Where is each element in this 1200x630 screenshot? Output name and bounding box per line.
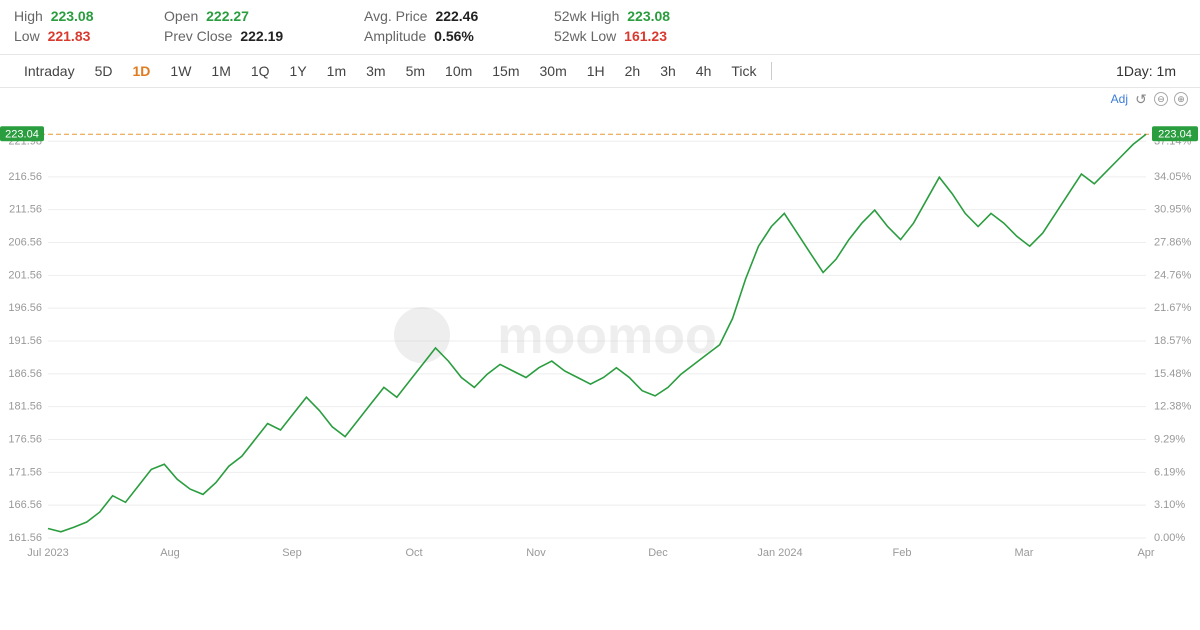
svg-text:Apr: Apr bbox=[1137, 547, 1154, 559]
undo-icon[interactable]: ↺ bbox=[1134, 92, 1148, 106]
timeframe-1h[interactable]: 1H bbox=[577, 61, 615, 81]
timeframe-bar: Intraday5D1D1W1M1Q1Y1m3m5m10m15m30m1H2h3… bbox=[0, 54, 1200, 88]
svg-text:Mar: Mar bbox=[1015, 547, 1034, 559]
timeframe-1w[interactable]: 1W bbox=[160, 61, 201, 81]
timeframe-intraday[interactable]: Intraday bbox=[14, 61, 85, 81]
price-chart[interactable]: 161.56 166.56 171.56 176.56 181.56 186.56 191.… bbox=[0, 106, 1200, 566]
stat-open: Open 222.27 bbox=[164, 8, 364, 24]
stat-high: High 223.08 bbox=[14, 8, 164, 24]
svg-text:21.67%: 21.67% bbox=[1154, 302, 1192, 314]
timeframe-1y[interactable]: 1Y bbox=[280, 61, 317, 81]
svg-text:196.56: 196.56 bbox=[8, 302, 42, 314]
svg-text:3.10%: 3.10% bbox=[1154, 499, 1185, 511]
stats-row: High 223.08 Low 221.83 Open 222.27 Prev … bbox=[0, 0, 1200, 48]
svg-text:18.57%: 18.57% bbox=[1154, 335, 1192, 347]
svg-text:6.19%: 6.19% bbox=[1154, 466, 1185, 478]
svg-text:181.56: 181.56 bbox=[8, 401, 42, 413]
svg-text:9.29%: 9.29% bbox=[1154, 434, 1185, 446]
svg-text:12.38%: 12.38% bbox=[1154, 401, 1192, 413]
timeframe-3h[interactable]: 3h bbox=[650, 61, 686, 81]
svg-text:171.56: 171.56 bbox=[8, 466, 42, 478]
svg-text:24.76%: 24.76% bbox=[1154, 269, 1192, 281]
svg-text:166.56: 166.56 bbox=[8, 499, 42, 511]
svg-text:0.00%: 0.00% bbox=[1154, 532, 1185, 544]
timeframe-1q[interactable]: 1Q bbox=[241, 61, 280, 81]
svg-text:34.05%: 34.05% bbox=[1154, 171, 1192, 183]
svg-text:223.04: 223.04 bbox=[5, 128, 39, 140]
timeframe-30m[interactable]: 30m bbox=[530, 61, 577, 81]
timeframe-5m[interactable]: 5m bbox=[396, 61, 435, 81]
timeframe-1m[interactable]: 1M bbox=[201, 61, 240, 81]
chart-toolbar: Adj ↺ ⊖ ⊕ bbox=[0, 88, 1200, 106]
svg-text:161.56: 161.56 bbox=[8, 532, 42, 544]
timeframe-10m[interactable]: 10m bbox=[435, 61, 482, 81]
svg-text:Feb: Feb bbox=[893, 547, 912, 559]
stat-amplitude: Amplitude 0.56% bbox=[364, 28, 554, 44]
timeframe-right-label[interactable]: 1Day: 1m bbox=[1106, 61, 1186, 81]
svg-text:Jan 2024: Jan 2024 bbox=[757, 547, 802, 559]
timeframe-divider bbox=[771, 62, 772, 80]
svg-text:201.56: 201.56 bbox=[8, 269, 42, 281]
stat-prev-close: Prev Close 222.19 bbox=[164, 28, 364, 44]
svg-text:moomoo: moomoo bbox=[497, 307, 717, 365]
svg-text:27.86%: 27.86% bbox=[1154, 237, 1192, 249]
zoom-out-icon[interactable]: ⊖ bbox=[1154, 92, 1168, 106]
svg-text:223.04: 223.04 bbox=[1158, 128, 1192, 140]
stat-52wk-low: 52wk Low 161.23 bbox=[554, 28, 754, 44]
timeframe-3m[interactable]: 3m bbox=[356, 61, 395, 81]
timeframe-2h[interactable]: 2h bbox=[615, 61, 651, 81]
svg-text:30.95%: 30.95% bbox=[1154, 204, 1192, 216]
timeframe-tick[interactable]: Tick bbox=[721, 61, 766, 81]
svg-text:Sep: Sep bbox=[282, 547, 302, 559]
timeframe-5d[interactable]: 5D bbox=[85, 61, 123, 81]
adj-button[interactable]: Adj bbox=[1111, 92, 1128, 106]
svg-text:Oct: Oct bbox=[405, 547, 422, 559]
svg-text:15.48%: 15.48% bbox=[1154, 368, 1192, 380]
svg-text:Nov: Nov bbox=[526, 547, 546, 559]
svg-text:191.56: 191.56 bbox=[8, 335, 42, 347]
stat-low: Low 221.83 bbox=[14, 28, 164, 44]
zoom-in-icon[interactable]: ⊕ bbox=[1174, 92, 1188, 106]
timeframe-15m[interactable]: 15m bbox=[482, 61, 529, 81]
svg-text:176.56: 176.56 bbox=[8, 434, 42, 446]
svg-text:186.56: 186.56 bbox=[8, 368, 42, 380]
svg-text:Dec: Dec bbox=[648, 547, 668, 559]
timeframe-1d[interactable]: 1D bbox=[123, 61, 161, 81]
stat-avg-price: Avg. Price 222.46 bbox=[364, 8, 554, 24]
timeframe-1m[interactable]: 1m bbox=[317, 61, 356, 81]
timeframe-4h[interactable]: 4h bbox=[686, 61, 722, 81]
stat-52wk-high: 52wk High 223.08 bbox=[554, 8, 754, 24]
svg-text:Jul 2023: Jul 2023 bbox=[27, 547, 69, 559]
svg-text:211.56: 211.56 bbox=[9, 204, 42, 216]
svg-text:206.56: 206.56 bbox=[8, 237, 42, 249]
svg-text:Aug: Aug bbox=[160, 547, 180, 559]
svg-text:216.56: 216.56 bbox=[8, 171, 42, 183]
